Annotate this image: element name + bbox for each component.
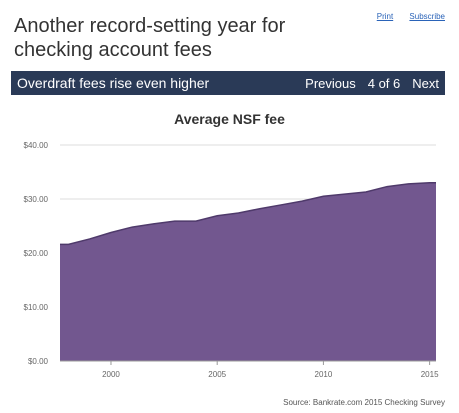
- chart-title: Average NSF fee: [174, 111, 285, 127]
- slide-navigation: Previous 4 of 6 Next: [293, 76, 445, 91]
- slide-counter: 4 of 6: [367, 75, 401, 91]
- x-tick-label: 2015: [421, 370, 439, 379]
- y-tick-label: $40.00: [24, 141, 49, 150]
- top-links: Print Subscribe: [363, 12, 445, 21]
- print-link[interactable]: Print: [376, 12, 394, 21]
- slide-subtitle: Overdraft fees rise even higher: [17, 75, 210, 91]
- x-tick-label: 2010: [315, 370, 333, 379]
- next-button[interactable]: Next: [412, 75, 439, 91]
- y-tick-label: $0.00: [28, 357, 49, 366]
- x-tick-label: 2005: [208, 370, 226, 379]
- subscribe-link[interactable]: Subscribe: [409, 12, 445, 21]
- source-note: Source: Bankrate.com 2015 Checking Surve…: [283, 398, 445, 407]
- y-tick-label: $30.00: [24, 195, 49, 204]
- y-tick-label: $10.00: [24, 303, 49, 312]
- x-tick-label: 2000: [102, 370, 120, 379]
- area-series-line: [60, 182, 436, 246]
- page-title: Another record-setting year for checking…: [14, 15, 286, 61]
- slide-header-bar: Overdraft fees rise even higher Previous…: [11, 71, 445, 95]
- previous-button[interactable]: Previous: [305, 75, 356, 91]
- area-series: [60, 182, 436, 361]
- y-tick-label: $20.00: [24, 249, 49, 258]
